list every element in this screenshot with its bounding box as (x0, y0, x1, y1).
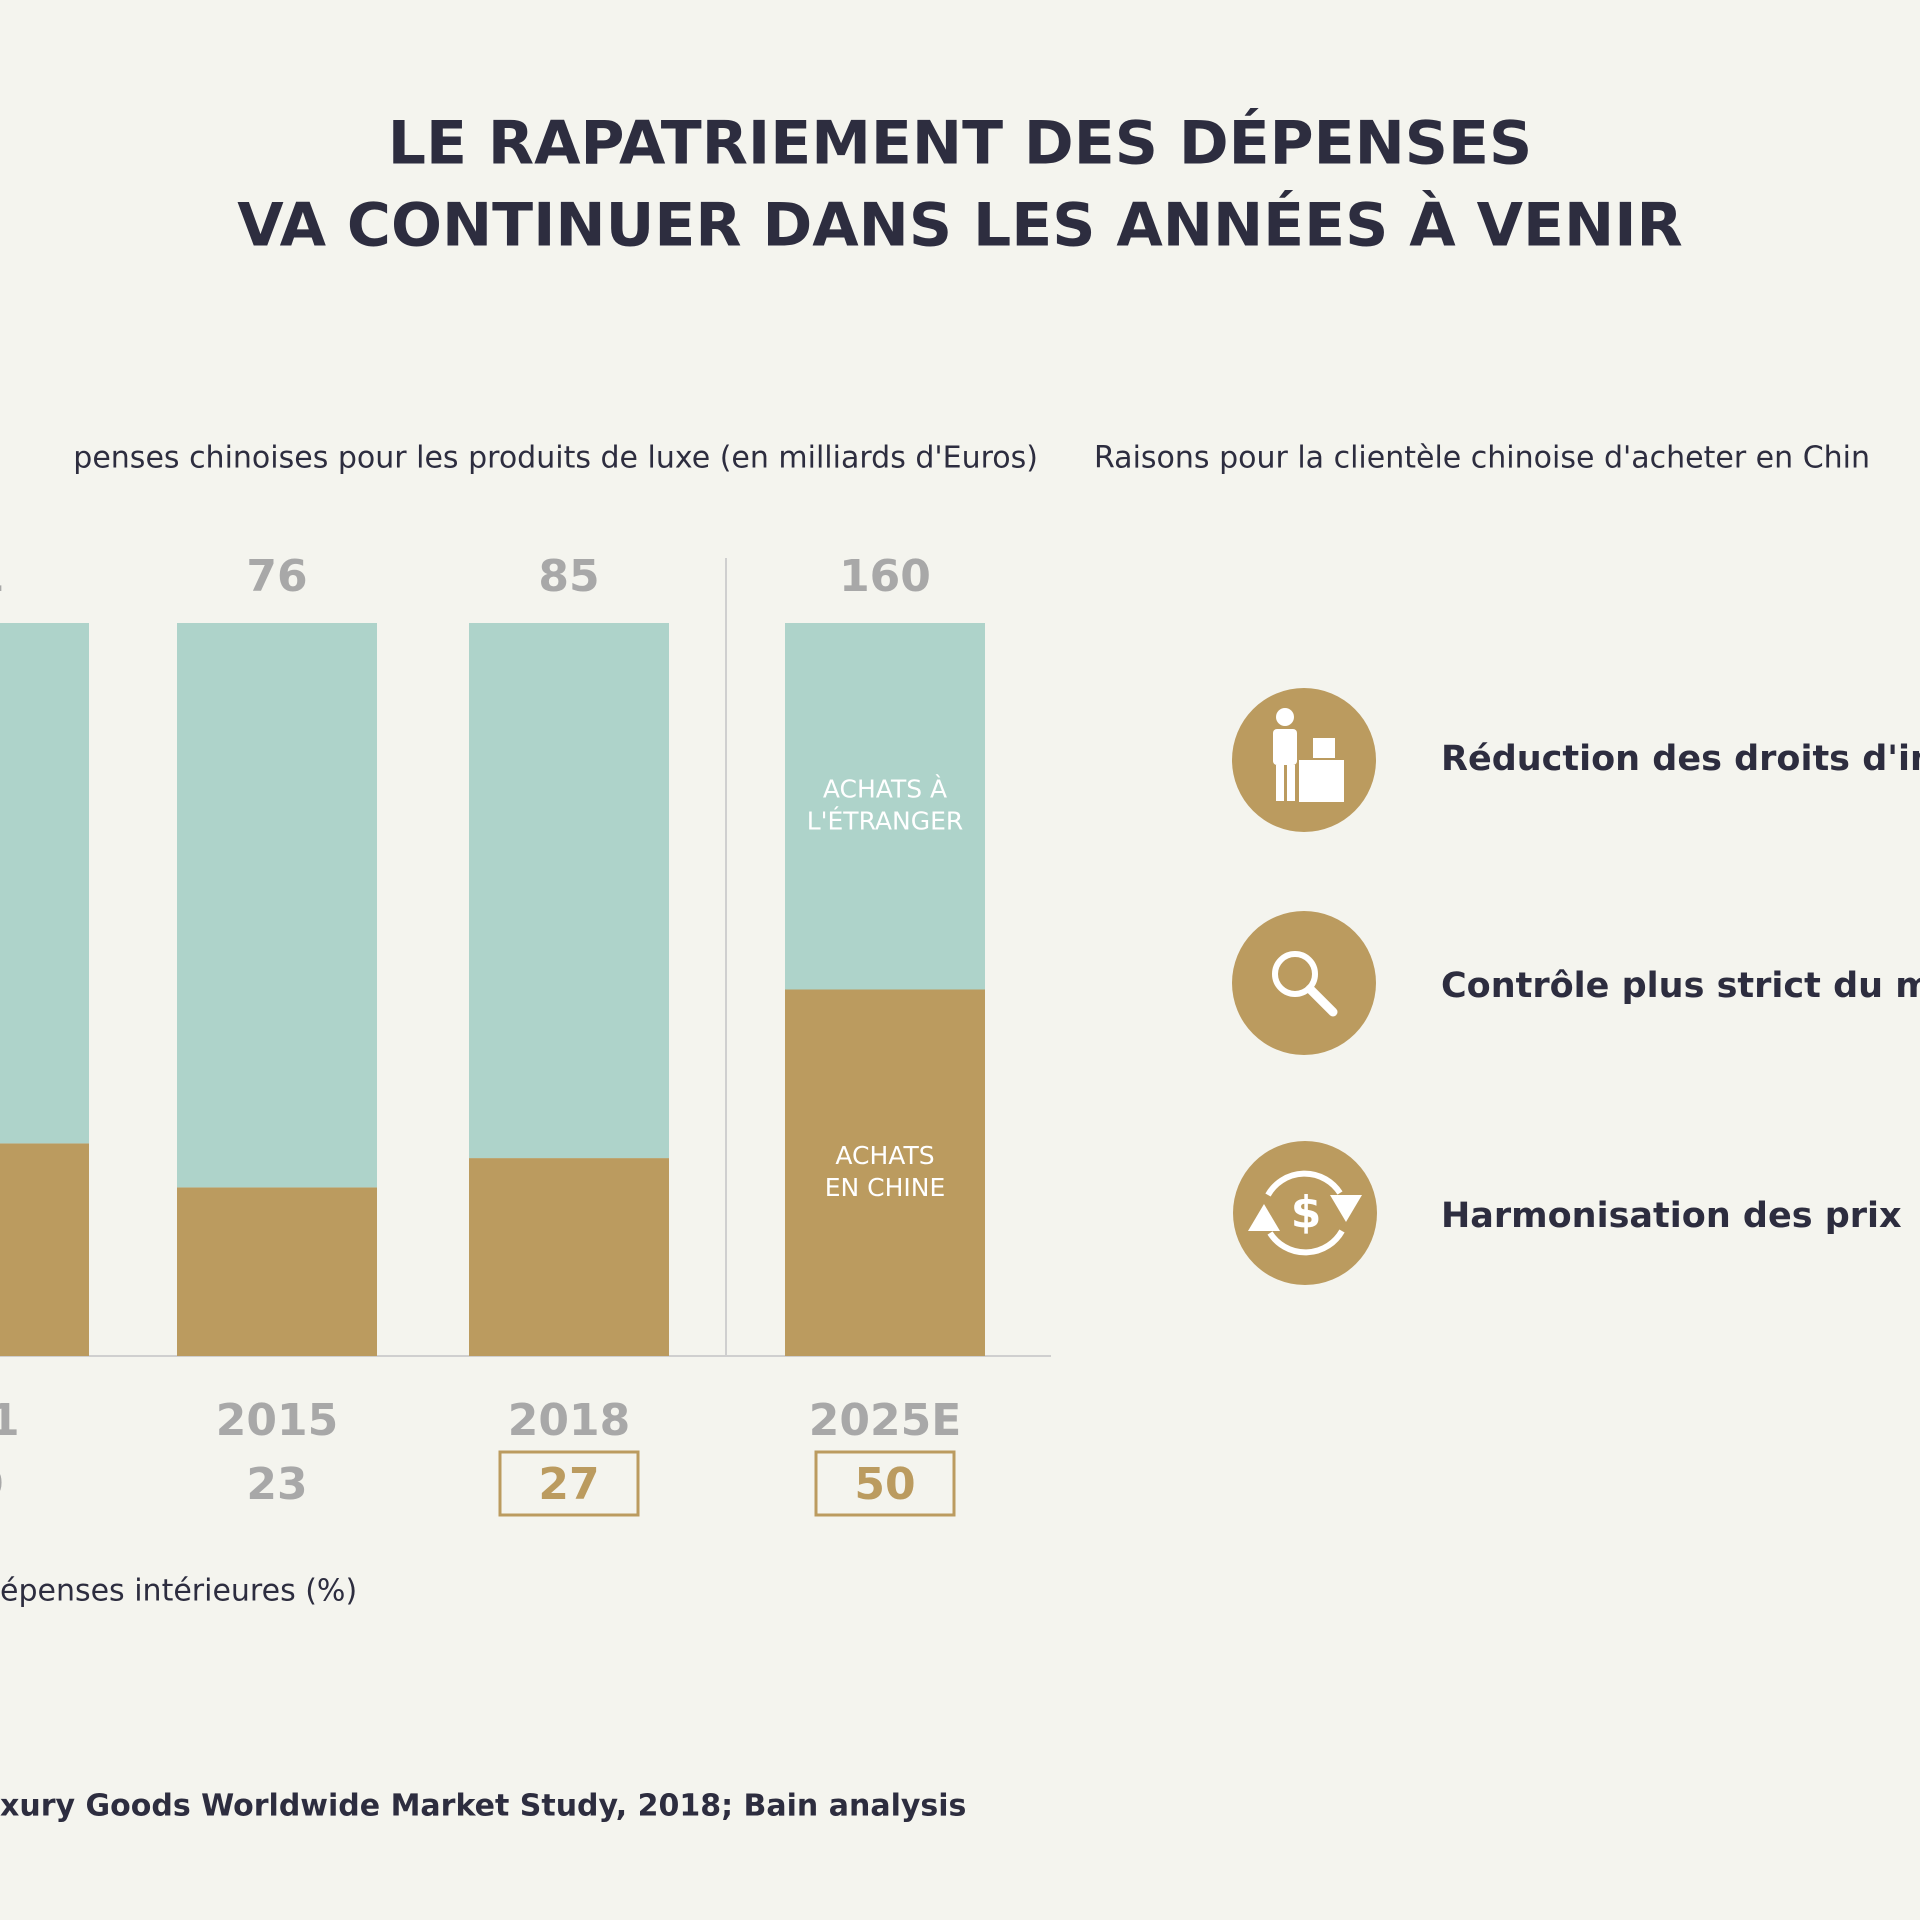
icon-customs (1232, 688, 1376, 832)
total-label: 85 (538, 551, 599, 602)
title-line: VA CONTINUER DANS LES ANNÉES À VENIR (237, 189, 1683, 261)
bar-segment (0, 623, 89, 1144)
total-label: 1 (0, 551, 4, 602)
segment-label: L'ÉTRANGER (807, 806, 964, 835)
svg-text:$: $ (1291, 1187, 1322, 1238)
right-subtitle: Raisons pour la clientèle chinoise d'ach… (1094, 441, 1870, 476)
source: xury Goods Worldwide Market Study, 2018;… (0, 1789, 966, 1824)
share-label: 27 (538, 1459, 599, 1510)
x-tick-label: 2025E (809, 1395, 962, 1446)
total-label: 160 (839, 551, 931, 602)
segment-label: ACHATS À (823, 774, 947, 803)
icon-price: $ (1233, 1141, 1377, 1285)
bar-segment (785, 623, 985, 990)
bar-segment (469, 623, 669, 1159)
total-label: 76 (246, 551, 307, 602)
share-box (814, 1450, 956, 1517)
bar-segment (177, 1187, 377, 1356)
reason: Harmonisation des prix (1441, 1196, 1902, 1236)
share-label: 23 (246, 1459, 307, 1510)
segment-label: ACHATS (835, 1141, 934, 1170)
segment-label: EN CHINE (825, 1173, 946, 1202)
x-tick-label: 11 (0, 1395, 20, 1446)
x-tick-label: 2018 (508, 1395, 630, 1446)
bar-segment (177, 623, 377, 1188)
x-tick-label: 2015 (216, 1395, 338, 1446)
bar-segment (785, 989, 985, 1356)
reason: Contrôle plus strict du m (1441, 966, 1920, 1006)
bar-segment (0, 1143, 89, 1356)
icon-search (1232, 911, 1376, 1055)
bar-segment (469, 1158, 669, 1356)
share-label: 50 (854, 1459, 915, 1510)
share-box (498, 1450, 640, 1517)
title-line: LE RAPATRIEMENT DES DÉPENSES (388, 107, 1532, 179)
share-label: 9 (0, 1459, 4, 1510)
share-caption: épenses intérieures (%) (0, 1574, 357, 1609)
subtitle: penses chinoises pour les produits de lu… (73, 441, 1038, 476)
reason: Réduction des droits d'im (1441, 739, 1920, 779)
